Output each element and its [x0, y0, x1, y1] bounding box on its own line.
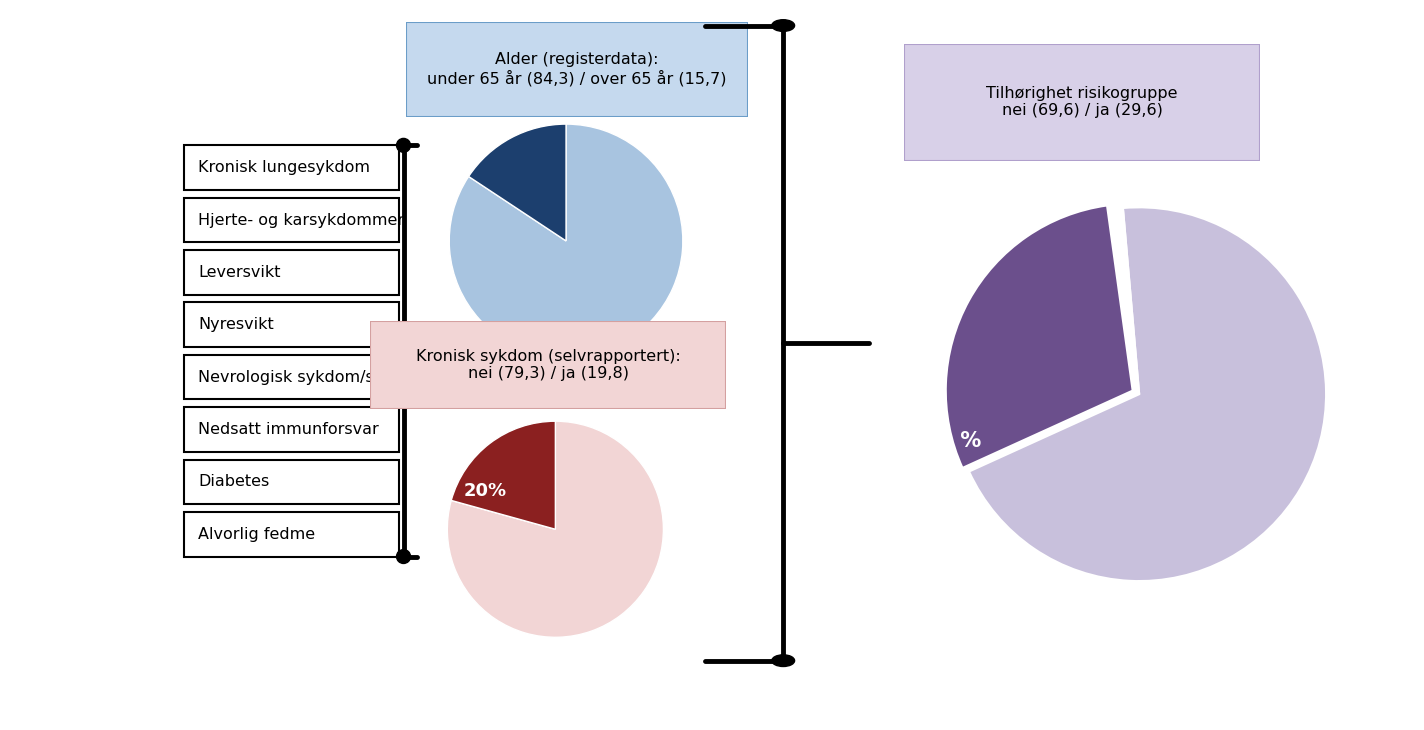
Text: Hjerte- og karsykdommer: Hjerte- og karsykdommer — [198, 212, 404, 228]
FancyBboxPatch shape — [184, 250, 399, 295]
Text: Tilhørighet risikogruppe
nei (69,6) / ja (29,6): Tilhørighet risikogruppe nei (69,6) / ja… — [987, 86, 1178, 118]
FancyBboxPatch shape — [184, 302, 399, 347]
Circle shape — [396, 550, 410, 564]
Text: Nedsatt immunforsvar: Nedsatt immunforsvar — [198, 422, 379, 437]
Text: Kronisk sykdom (selvrapportert):
nei (79,3) / ja (19,8): Kronisk sykdom (selvrapportert): nei (79… — [416, 349, 681, 381]
Text: Alder (registerdata):
under 65 år (84,3) / over 65 år (15,7): Alder (registerdata): under 65 år (84,3)… — [427, 53, 726, 86]
FancyBboxPatch shape — [184, 407, 399, 452]
Text: Nyresvikt: Nyresvikt — [198, 318, 273, 332]
FancyBboxPatch shape — [904, 44, 1260, 161]
Wedge shape — [468, 124, 567, 241]
Wedge shape — [970, 207, 1326, 581]
FancyBboxPatch shape — [184, 145, 399, 190]
Wedge shape — [1114, 208, 1139, 394]
FancyBboxPatch shape — [184, 355, 399, 399]
Text: Nevrologisk sykdom/skade: Nevrologisk sykdom/skade — [198, 369, 413, 385]
FancyBboxPatch shape — [184, 459, 399, 504]
Text: Leversvikt: Leversvikt — [198, 265, 281, 280]
Text: Diabetes: Diabetes — [198, 474, 269, 489]
Text: 29 %: 29 % — [924, 431, 981, 451]
Wedge shape — [451, 421, 555, 529]
Wedge shape — [447, 421, 664, 637]
FancyBboxPatch shape — [406, 22, 748, 117]
Text: 20%: 20% — [464, 483, 507, 501]
FancyBboxPatch shape — [370, 321, 726, 409]
FancyBboxPatch shape — [184, 198, 399, 242]
Circle shape — [396, 139, 410, 153]
Text: Alvorlig fedme: Alvorlig fedme — [198, 527, 315, 542]
FancyBboxPatch shape — [184, 512, 399, 556]
Wedge shape — [449, 124, 684, 358]
Text: Kronisk lungesykdom: Kronisk lungesykdom — [198, 160, 370, 175]
Text: 16%: 16% — [463, 320, 506, 337]
Wedge shape — [946, 205, 1132, 468]
